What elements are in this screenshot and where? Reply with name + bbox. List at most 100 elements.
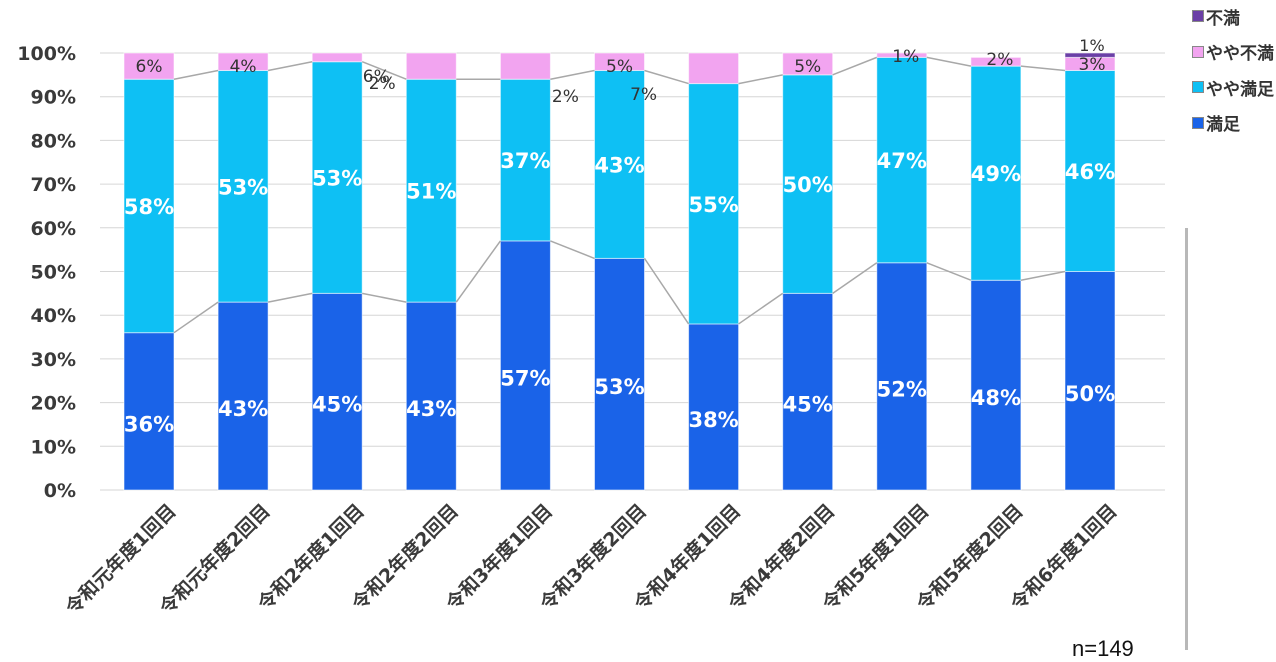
legend-item: やや満足 [1192,77,1276,100]
connector-line [173,301,219,334]
data-label: 53% [594,375,644,399]
data-label: 5% [794,57,821,77]
bar-segment [405,52,457,80]
y-tick-label: 100% [17,43,76,65]
bar-segment [970,56,1022,67]
data-label: 37% [500,149,550,173]
bar-segment [499,78,551,242]
bar-segment [217,52,269,71]
data-label: 51% [406,180,456,204]
bar-segment [311,61,363,294]
series-connector-lines [173,56,1066,334]
legend-item: やや不満 [1192,42,1276,64]
bar-segment [311,52,363,63]
data-label: 1% [892,47,919,67]
legend-label: 不満 [1206,8,1240,29]
data-label: 6% [136,57,163,77]
connector-line [361,61,407,80]
legend-label: 満足 [1206,115,1240,135]
connector-line [738,74,783,85]
data-label: 50% [783,173,833,197]
connector-line [550,69,595,80]
x-axis-tick-labels: 令和元年度1回目令和元年度2回目令和2年度1回目令和2年度2回目令和3年度1回目… [61,499,1122,619]
connector-line [1020,65,1066,72]
data-label: 47% [877,149,927,173]
sample-size-note: n=149 [1072,636,1134,661]
y-tick-label: 70% [31,174,76,196]
y-tick-label: 90% [31,87,76,109]
data-label: 2% [552,87,579,107]
connector-line [1020,270,1066,281]
connector-line [738,292,784,325]
connector-line [926,262,972,281]
connector-line [832,262,878,294]
data-label: 48% [971,386,1021,410]
connector-line [173,69,219,80]
data-label: 5% [606,57,633,77]
data-label: 50% [1065,382,1115,406]
data-label: 36% [124,412,174,436]
bar-segment [123,78,175,334]
bar-segment [970,65,1022,281]
data-label: 46% [1065,160,1115,184]
data-label: 2% [986,50,1013,70]
data-label: 57% [500,366,550,390]
bar-segment [499,52,551,80]
connector-line [643,257,690,325]
data-label: 2% [369,74,396,94]
data-label: 6% [363,67,390,87]
bar-segment [594,52,645,71]
y-tick-label: 20% [31,393,76,415]
bar-segment [1064,69,1116,273]
bar-segment [311,292,363,491]
bar-segment [970,279,1022,491]
data-labels: 36% 58% 6% 43% 53% 4% 45% 53% 2% 43% 51% 6% 57% 37% 2%… [124,36,1115,436]
bar-segment [123,332,175,491]
bar-segment [123,52,175,80]
bar-segment [499,240,551,491]
data-label: 43% [218,397,268,421]
connector-line [267,292,313,303]
connector-line [832,56,878,76]
data-label: 49% [971,162,1021,186]
data-label: 4% [230,57,257,77]
bar-segment [688,323,740,491]
bar-segment [782,292,834,491]
bar-segment [217,69,269,303]
bar-segment [405,78,457,303]
data-label: 52% [877,377,927,401]
legend-swatch [1192,10,1204,22]
connector-line [926,56,972,67]
data-label: 43% [406,397,456,421]
data-label: 38% [688,408,738,432]
bar-segment [594,257,645,491]
data-label: 55% [688,193,738,217]
bar-segment [782,52,834,76]
y-tick-label: 50% [31,262,76,284]
connector-line [644,69,689,85]
data-label: 7% [630,85,657,105]
bar-segment [688,52,740,85]
bar-segment [1064,52,1116,58]
y-tick-label: 60% [31,218,76,240]
legend-item: 満足 [1192,113,1276,135]
y-axis-tick-labels: 0% 10% 20% 30% 40% 50% 60% 70% 80% 90% 100% [17,43,76,502]
connector-line [362,292,407,303]
bar-segment [1064,271,1116,491]
data-label: 3% [1079,55,1106,75]
data-label: 58% [124,195,174,219]
y-tick-label: 80% [31,130,76,152]
legend-swatch [1192,81,1204,93]
data-label: 43% [594,153,644,177]
bar-segment [405,301,457,491]
legend-swatch [1192,45,1204,58]
y-tick-label: 40% [31,305,76,327]
legend: 不満やや不満やや満足満足 [1192,6,1276,148]
data-label: 45% [783,393,833,417]
connector-line [455,240,502,303]
y-tick-label: 0% [44,480,76,502]
bar-segment [782,74,834,294]
bar-segment [876,52,928,58]
connector-line [550,240,595,260]
